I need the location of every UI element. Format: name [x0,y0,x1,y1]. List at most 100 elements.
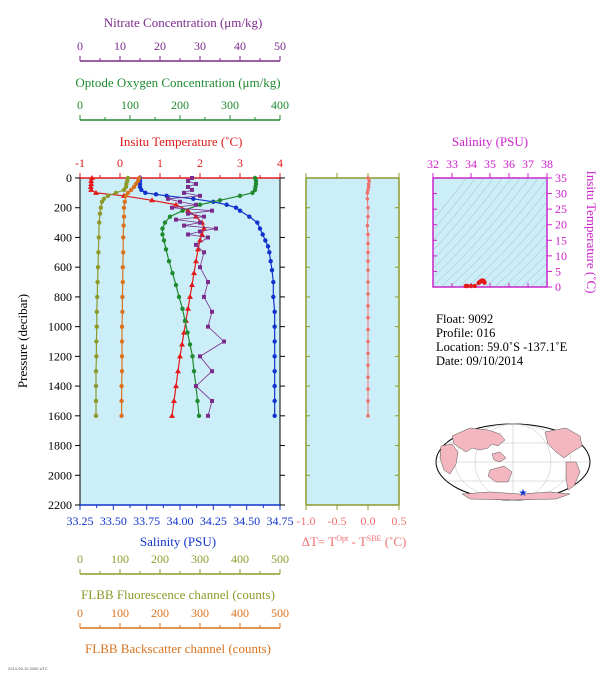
temperature-tick-label: 4 [277,156,283,170]
salinity-tick-label: 34.25 [200,514,227,528]
salinity-axis-title: Salinity (PSU) [140,534,216,549]
pressure-tick-label: 800 [54,290,72,304]
ts-salinity-tick-label: 33 [446,157,458,171]
fluorescence-tick-label: 300 [191,552,209,566]
delta-t-point [365,223,370,228]
density-contour [520,262,547,287]
flbb-fluorescence-channel-counts-point [99,199,105,204]
flbb-backscatter-channel-counts-point [119,398,124,404]
flbb-fluorescence-channel-counts-point [93,369,99,374]
density-contour [466,201,547,287]
density-contour [433,178,485,241]
optode-oxygen-concentration-m-kg-point [191,369,197,374]
optode-oxygen-concentration-m-kg-point [180,208,185,213]
delta-t-point [366,268,370,272]
flbb-backscatter-channel-counts-point [131,184,137,190]
salinity-psu-point [257,226,263,231]
oxygen-tick-label: 0 [77,98,83,112]
flbb-fluorescence-channel-counts-point [121,187,127,193]
flbb-backscatter-channel-counts-point [119,369,125,374]
delta-t-axis-title: ΔT= TOpt - TSBE (˚C) [302,534,407,549]
density-contour [433,178,494,251]
flbb-backscatter-channel-counts-point [120,294,125,300]
ts-temperature-tick-label: 20 [555,218,567,232]
profile-plot-area [79,177,281,506]
delta-t-point [366,327,370,332]
delta-t-point [366,414,370,418]
salinity-psu-point [272,324,277,329]
nitrate-concentration-m-kg-point [190,176,194,180]
flbb-backscatter-channel-counts-point [121,250,126,255]
delta-t-point [366,315,370,320]
flbb-fluorescence-channel-counts-point [94,354,99,359]
float-info: Float: 9092 Profile: 016 Location: 59.0˚… [436,312,568,368]
delta-t-point [366,259,370,264]
nitrate-concentration-m-kg-point [210,208,214,213]
nitrate-concentration-m-kg-point [194,202,198,207]
flbb-backscatter-channel-counts-point [122,199,128,204]
delta-t-series [365,176,372,418]
flbb-backscatter-channel-counts-point [120,309,125,314]
delta-t-point [366,250,370,255]
flbb-fluorescence-channel-counts-point [95,294,100,300]
salinity-tick-label: 34.50 [233,514,260,528]
nitrate-concentration-m-kg-point [202,214,206,219]
backscatter-tick-label: 200 [151,606,169,620]
insitu-temperature-c-point [88,180,95,186]
nitrate-concentration-m-kg-point [178,199,182,204]
ts-salinity-tick-label: 38 [541,157,553,171]
flbb-fluorescence-channel-counts-point [93,413,99,419]
oxygen-axis: 0 100 200 300 400 [77,98,289,121]
oxygen-axis-ticks: 0 100 200 300 400 [77,98,289,120]
salinity-psu-point [255,220,260,225]
salinity-psu-point [153,192,159,197]
optode-oxygen-concentration-m-kg-point [182,318,188,323]
optode-oxygen-concentration-m-kg-point [180,306,185,311]
temperature-tick-label: 1 [157,156,163,170]
ts-temperature-tick-label: 0 [555,280,561,294]
flbb-backscatter-channel-counts-point [121,205,127,210]
flbb-fluorescence-channel-counts-point [113,190,119,196]
salinity-psu-point [272,369,277,374]
nitrate-concentration-m-kg-line [167,177,225,416]
pressure-tick-label: 1200 [48,349,72,363]
oxygen-tick-label: 400 [271,98,289,112]
density-contour [433,178,530,286]
salinity-psu-point [271,294,276,300]
optode-oxygen-concentration-m-kg-point [160,232,165,237]
pressure-tick-label: 1000 [48,320,72,334]
ts-salinity-tick-label: 36 [503,157,515,171]
backscatter-axis-ticks: 0 100 200 300 400 500 [77,606,289,628]
temperature-tick-label: 3 [237,156,243,170]
delta-t-plot-area [305,177,400,506]
location: Location: 59.0˚S -137.1˚E [436,340,568,354]
ts-temperature-axis-title: Insitu Temperature (˚C) [584,170,599,293]
salinity-tick-label: 34.00 [167,514,194,528]
salinity-psu-point [272,309,277,314]
salinity-psu-point [224,202,229,207]
optode-oxygen-concentration-m-kg-point [173,282,179,288]
insitu-temperature-c-point [173,201,179,207]
density-contour [439,178,539,287]
pressure-tick-label: 600 [54,260,72,274]
density-contour [493,233,547,287]
ts-temperature-tick-label: 15 [555,233,567,247]
insitu-temperature-c-point [179,341,185,347]
insitu-temperature-c-point [87,183,94,189]
density-contour [539,118,616,295]
nitrate-concentration-m-kg-point [186,232,190,237]
ts-salinity-tick-label: 32 [427,157,439,171]
salinity-psu-point [260,232,265,237]
nitrate-concentration-m-kg-point [206,324,210,329]
date: Date: 09/10/2014 [436,354,524,368]
delta-t-point [366,292,370,296]
flbb-fluorescence-channel-counts-point [95,279,100,285]
optode-oxygen-concentration-m-kg-point [197,202,203,207]
salinity-psu-point [143,190,148,196]
fluorescence-axis: 0 100 200 300 400 500 [77,552,289,575]
nitrate-concentration-m-kg-point [198,193,202,198]
optode-oxygen-concentration-m-kg-point [196,413,202,419]
oxygen-axis-title: Optode Oxygen Concentration (μm/kg) [75,75,280,90]
flbb-fluorescence-channel-counts-point [97,220,102,225]
